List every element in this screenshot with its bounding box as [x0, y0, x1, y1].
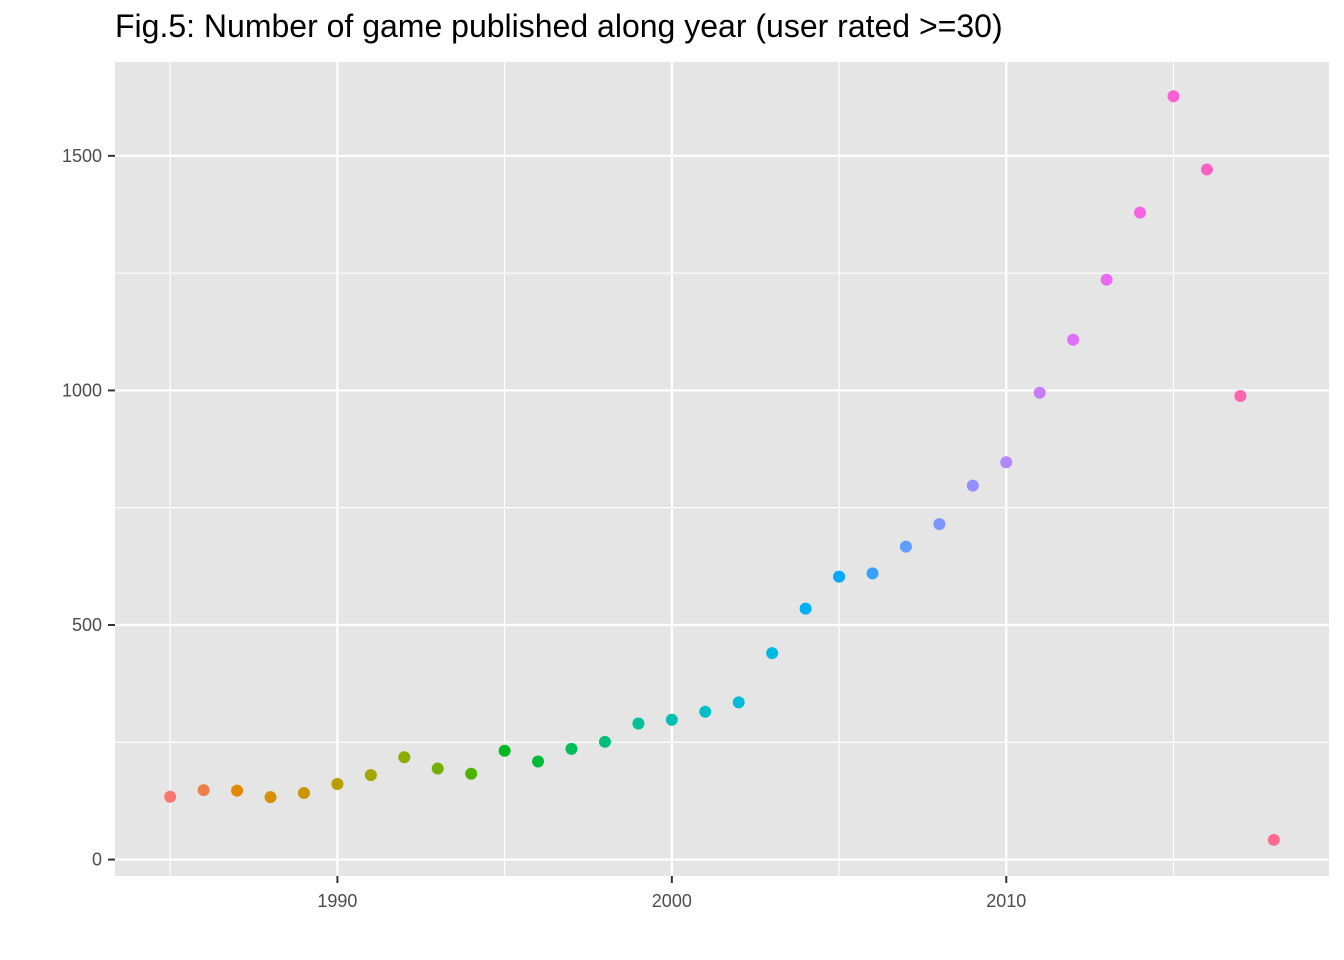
data-point — [431, 762, 444, 775]
data-point — [164, 790, 177, 803]
data-point — [465, 767, 478, 780]
data-point — [398, 751, 411, 764]
data-point — [766, 647, 779, 660]
data-point — [565, 742, 578, 755]
data-point — [665, 713, 678, 726]
y-tick-labels: 0 500 1000 1500 — [62, 146, 102, 870]
data-point — [1200, 163, 1213, 176]
data-point — [632, 717, 645, 730]
grid-major — [115, 62, 1329, 876]
data-point — [866, 567, 879, 580]
data-point — [732, 696, 745, 709]
data-point — [1067, 333, 1080, 346]
data-point — [264, 791, 277, 804]
data-point — [966, 479, 979, 492]
data-point — [799, 602, 812, 615]
data-point — [1100, 273, 1113, 286]
data-point — [1134, 206, 1147, 219]
y-tick-label: 0 — [92, 850, 102, 870]
y-tick-label: 1000 — [62, 380, 102, 400]
data-point — [1234, 390, 1247, 403]
data-point — [1033, 386, 1046, 399]
data-point — [699, 705, 712, 718]
data-point — [197, 784, 210, 797]
data-point — [297, 786, 310, 799]
data-points — [164, 90, 1280, 846]
data-point — [1167, 90, 1180, 103]
data-point — [498, 744, 511, 757]
x-tick-label: 2010 — [986, 891, 1026, 911]
data-point — [833, 570, 846, 583]
grid-minor — [115, 62, 1329, 876]
x-tick-label: 1990 — [317, 891, 357, 911]
axis-ticks — [108, 154, 1008, 883]
x-tick-label: 2000 — [652, 891, 692, 911]
chart-title: Fig.5: Number of game published along ye… — [115, 8, 1003, 44]
data-point — [331, 778, 344, 791]
data-point — [532, 755, 545, 768]
data-point — [899, 540, 912, 553]
data-point — [598, 735, 611, 748]
data-point — [1267, 833, 1280, 846]
plot-panel — [115, 62, 1329, 876]
x-tick-labels: 1990 2000 2010 — [317, 891, 1026, 911]
y-tick-label: 500 — [72, 615, 102, 635]
data-point — [1000, 456, 1013, 469]
data-point — [933, 518, 946, 531]
data-point — [231, 784, 244, 797]
y-tick-label: 1500 — [62, 146, 102, 166]
data-point — [364, 769, 377, 782]
